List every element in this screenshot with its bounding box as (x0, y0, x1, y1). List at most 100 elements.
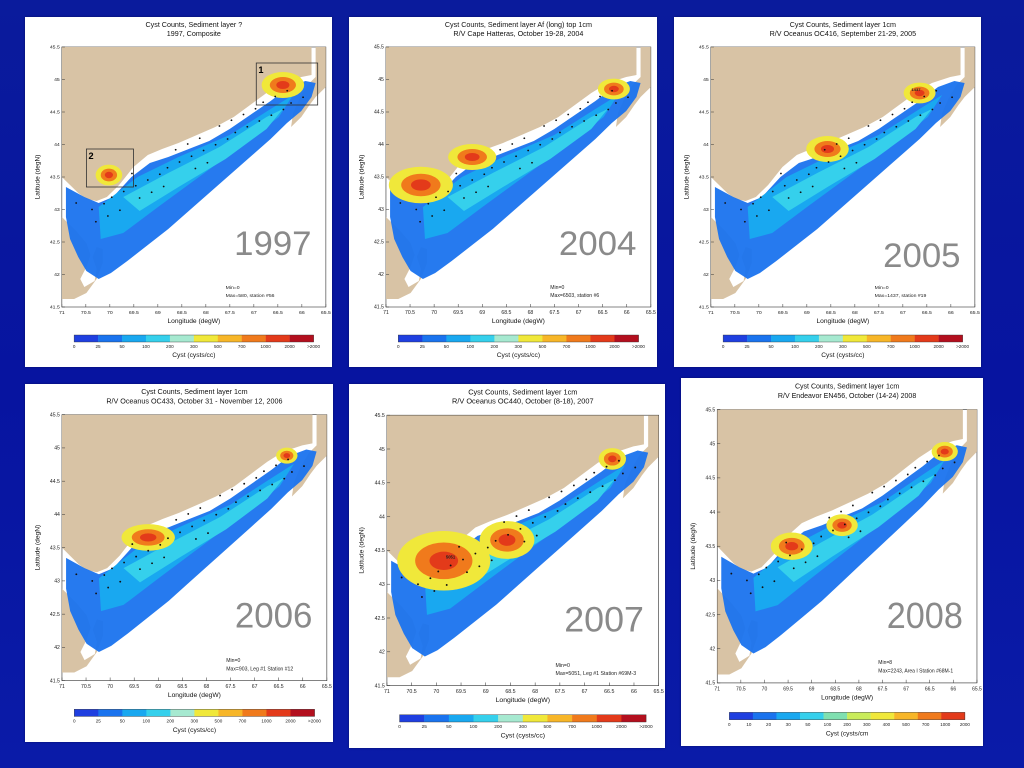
colorbar-swatch (572, 714, 597, 722)
station-dot (765, 566, 768, 569)
station-dot (399, 202, 402, 204)
station-dot (147, 549, 150, 552)
x-tick-label: 65.5 (654, 689, 664, 695)
x-tick-label: 68 (852, 310, 858, 316)
station-dot (427, 202, 430, 205)
station-dot (259, 489, 262, 492)
station-dot (527, 149, 530, 152)
station-dot (938, 454, 940, 457)
chart-svg: Cyst Counts, Sediment layer ?1997, Compo… (34, 21, 331, 359)
station-dot (107, 586, 110, 589)
station-dot (187, 512, 190, 515)
y-tick-label: 44.5 (50, 110, 60, 116)
y-tick-label: 42.5 (374, 240, 384, 246)
y-axis-label: Latitude (degN) (690, 523, 697, 570)
x-tick-label: 71 (708, 310, 714, 316)
land-maine (717, 409, 963, 572)
station-dot (270, 114, 273, 117)
station-dot (487, 185, 490, 188)
y-tick-label: 44 (378, 142, 384, 148)
x-tick-label: 66.5 (273, 310, 283, 316)
x-tick-label: 68.5 (177, 310, 187, 316)
x-tick-label: 70 (107, 684, 113, 690)
y-tick-label: 42 (54, 272, 60, 278)
station-dot (593, 471, 596, 474)
y-tick-label: 44.5 (375, 481, 385, 487)
station-dot (433, 590, 436, 592)
y-tick-label: 44 (54, 142, 60, 148)
y-tick-label: 42 (54, 645, 60, 651)
cyst-hotspot-core-2 (914, 89, 925, 97)
colorbar-swatch (424, 714, 450, 722)
station-dot (863, 143, 866, 146)
x-tick-label: 67 (582, 689, 588, 695)
station-dot (951, 96, 954, 99)
station-dot (119, 580, 122, 583)
station-dot (572, 484, 575, 487)
colorbar-swatch (398, 335, 423, 342)
colorbar-swatch (542, 335, 567, 342)
colorbar-frame (73, 334, 314, 343)
max-value-text: Max=903, Leg #1 Station #12 (226, 666, 293, 672)
station-dot (828, 516, 831, 519)
station-dot (789, 554, 791, 557)
max-station-label: 5051 (446, 555, 456, 560)
station-dot (263, 470, 265, 473)
cyst-hotspot-core-1 (411, 179, 431, 191)
colorbar-tick-label: 100 (470, 724, 478, 729)
station-dot (135, 555, 138, 558)
station-dot (771, 190, 774, 193)
station-dot (159, 543, 162, 546)
station-dot (486, 546, 489, 549)
max-station-label: 1437 (911, 87, 921, 92)
colorbar-tick-label: 25 (96, 719, 102, 724)
station-dot (621, 472, 624, 475)
y-tick-label: 42.5 (50, 612, 60, 618)
station-dot (567, 113, 570, 116)
x-tick-label: 69.5 (778, 310, 788, 316)
station-dot (605, 465, 608, 468)
colorbar-swatch (494, 335, 519, 342)
cyst-hotspot-core-2 (837, 521, 847, 529)
x-tick-label: 65.5 (972, 686, 982, 692)
x-tick-label: 65.5 (646, 310, 656, 316)
station-dot (191, 525, 194, 528)
station-dot (203, 519, 206, 522)
colorbar-tick-label: 50 (805, 722, 810, 727)
station-dot (785, 541, 788, 544)
x-tick-label: 67 (252, 684, 258, 690)
y-tick-label: 42.5 (375, 616, 385, 622)
station-dot (103, 574, 106, 576)
y-tick-label: 45.5 (50, 412, 60, 418)
station-dot (827, 161, 830, 163)
y-tick-label: 45.5 (705, 407, 715, 413)
colorbar-tick-label: 300 (863, 722, 871, 727)
panel-2007: Cyst Counts, Sediment layer 1cm R/V Ocean… (349, 384, 665, 748)
station-dot (215, 513, 218, 516)
x-tick-label: 70 (762, 686, 768, 692)
colorbar-swatch (473, 714, 499, 722)
y-tick-label: 43.5 (699, 175, 709, 181)
station-dot (812, 542, 815, 545)
chart-subtitle: R/V Oceanus OC416, September 21-29, 2005 (770, 30, 917, 38)
colorbar-tick-label: 300 (519, 724, 527, 729)
colorbar-swatch (170, 709, 195, 717)
station-dot (556, 509, 559, 512)
station-dot (123, 561, 125, 564)
y-tick-label: 45 (710, 441, 716, 447)
year-label: 2005 (883, 237, 960, 275)
station-dot (867, 511, 870, 514)
x-tick-label: 68 (203, 310, 209, 316)
station-dot (539, 143, 542, 146)
station-dot (615, 102, 617, 104)
year-label: 1997 (234, 225, 311, 263)
station-dot (199, 507, 202, 509)
y-tick-label: 43.5 (50, 545, 60, 551)
station-dot (531, 521, 534, 524)
station-dot (749, 592, 752, 595)
station-dot (919, 114, 922, 117)
colorbar-tick-label: 1000 (940, 722, 950, 727)
max-value-text: Max=1437, station #19 (875, 293, 927, 299)
